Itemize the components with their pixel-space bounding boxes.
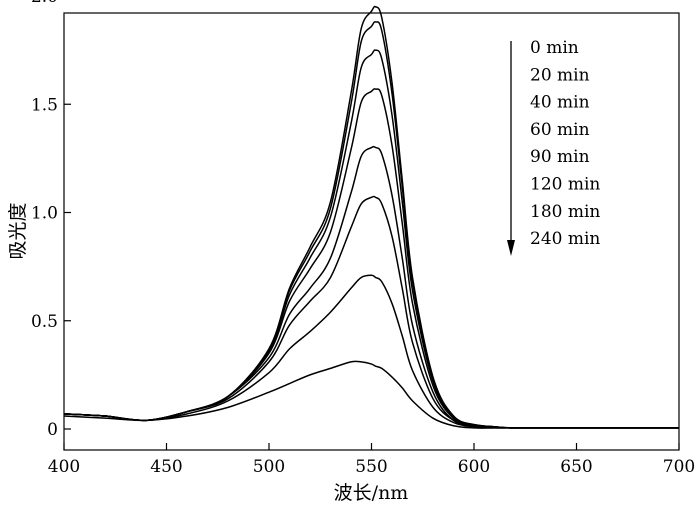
x-tick-label: 550 [355, 457, 387, 477]
x-tick-label: 600 [458, 457, 490, 477]
y-tick-label: 0.5 [31, 312, 58, 332]
y-axis-label: 吸光度 [7, 202, 29, 259]
y-tick-label: 1.5 [31, 95, 58, 115]
legend-entry: 40 min [530, 93, 590, 113]
legend-entry: 240 min [530, 229, 600, 249]
series-line-180-min [63, 274, 679, 429]
legend-entry: 0 min [530, 38, 579, 58]
legend-entry: 60 min [530, 120, 590, 140]
x-tick-label: 450 [150, 457, 182, 477]
legend-entry: 90 min [530, 147, 590, 167]
x-axis-label: 波长/nm [334, 482, 409, 504]
x-tick-label: 650 [560, 457, 592, 477]
series-line-120-min [63, 195, 679, 429]
y-axis: 0 0.5 1.0 1.5 2.0 [31, 0, 71, 440]
x-axis: 400 450 500 550 600 650 700 [48, 443, 695, 477]
x-tick-label: 500 [253, 457, 285, 477]
legend-entry: 20 min [530, 65, 590, 85]
y-tick-label: 0 [47, 420, 58, 440]
x-tick-label: 400 [48, 457, 80, 477]
legend-entry: 180 min [530, 202, 600, 222]
y-tick-label: 2.0 [31, 0, 58, 7]
series-line-240-min [63, 360, 679, 429]
legend-entry: 120 min [530, 175, 600, 195]
legend: 0 min 20 min 40 min 60 min 90 min 120 min 180 … [507, 38, 600, 256]
x-tick-label: 700 [663, 457, 695, 477]
spectrum-curves [63, 5, 679, 429]
y-tick-label: 1.0 [31, 204, 58, 224]
legend-arrow-head [507, 240, 515, 256]
